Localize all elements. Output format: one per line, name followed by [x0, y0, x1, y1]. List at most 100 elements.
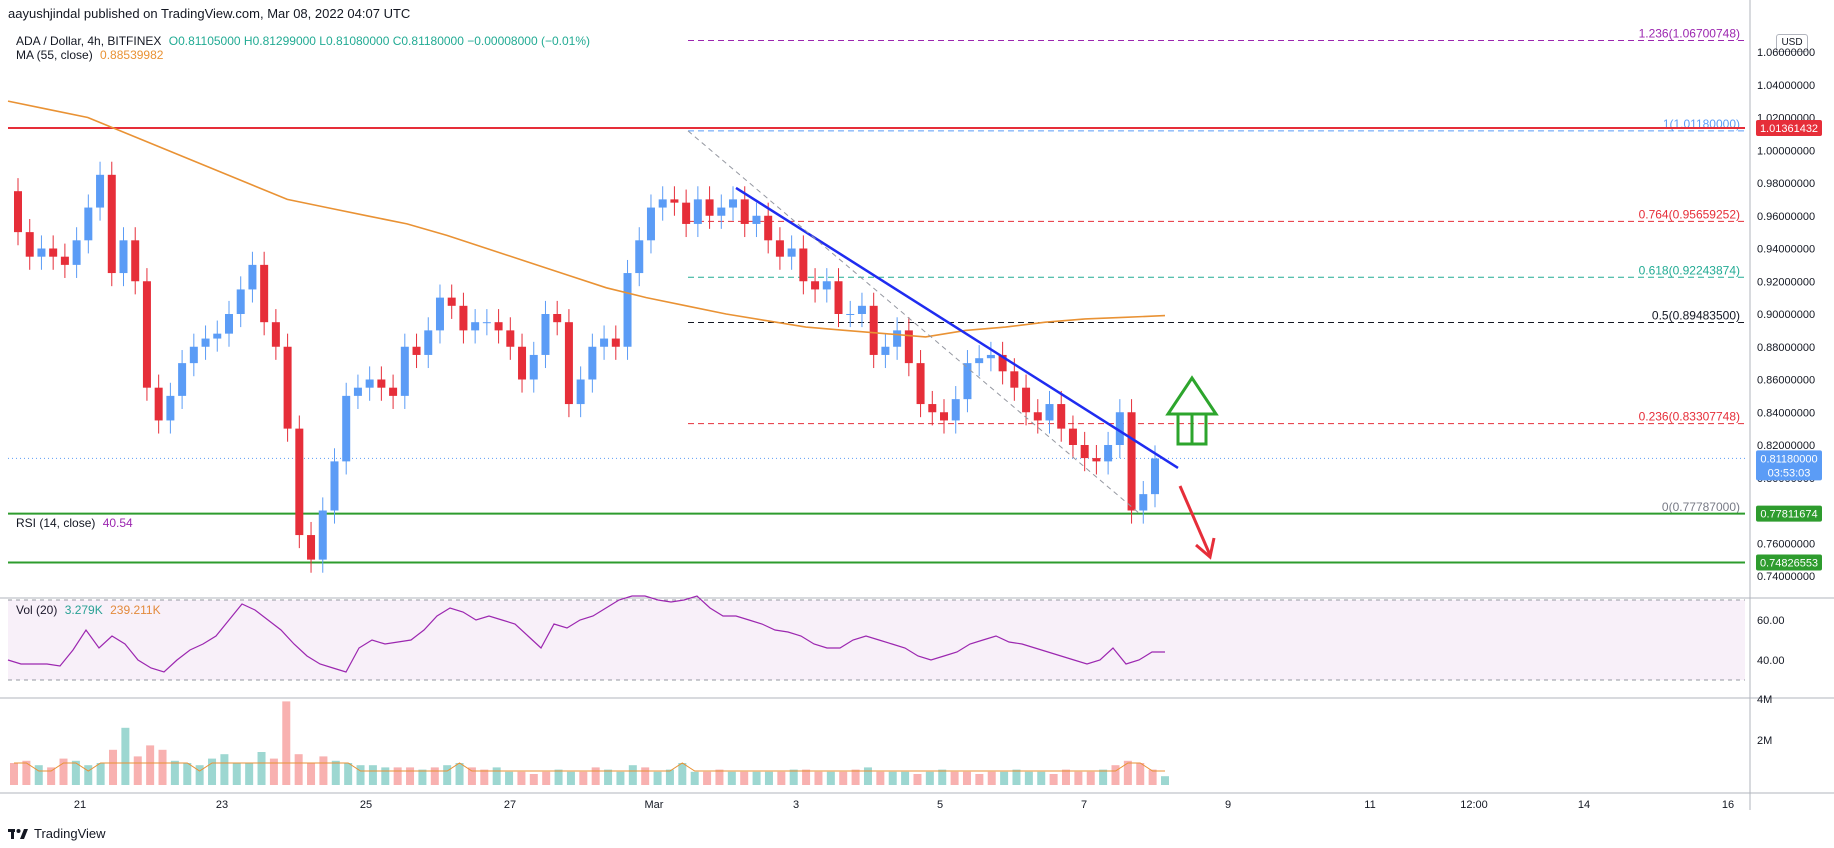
- volume-bar: [566, 771, 575, 785]
- candle-body: [893, 330, 902, 347]
- candle-body: [248, 264, 257, 290]
- candle-body: [658, 199, 667, 208]
- price-pill: [1756, 554, 1822, 571]
- volume-bar: [344, 763, 353, 785]
- vol-value-2: 239.211K: [110, 603, 161, 617]
- vol-label: Vol (20): [16, 603, 58, 617]
- candle-body: [307, 535, 316, 560]
- candle-body: [1092, 458, 1101, 462]
- time-tick-label: 25: [360, 799, 372, 811]
- down-arrow-head: [1195, 537, 1216, 560]
- time-tick-label: 14: [1578, 799, 1590, 811]
- volume-bar: [232, 763, 241, 785]
- symbol-legend: ADA / Dollar, 4h, BITFINEX O0.81105000 H…: [16, 34, 594, 48]
- volume-bar: [71, 760, 80, 785]
- volume-bar: [1024, 771, 1033, 785]
- candle-body: [459, 305, 468, 331]
- candle-body: [623, 273, 632, 347]
- volume-bar: [839, 771, 848, 785]
- volume-bar: [975, 774, 984, 785]
- time-tick-label: 12:00: [1460, 799, 1488, 811]
- fib-level-label: 1.236(1.06700748): [1639, 27, 1740, 41]
- candle-body: [271, 322, 280, 347]
- candle-body: [611, 338, 620, 347]
- candle-body: [799, 248, 808, 282]
- volume-bar: [950, 771, 959, 785]
- candle-body: [635, 240, 644, 274]
- ma-label: MA (55, close): [16, 48, 93, 62]
- volume-bar: [913, 774, 922, 785]
- volume-bar: [628, 765, 637, 785]
- volume-bar: [616, 771, 625, 785]
- candle-body: [904, 330, 913, 364]
- volume-bar: [851, 769, 860, 785]
- rsi-band: [8, 600, 1745, 680]
- candle-body: [588, 346, 597, 380]
- candle-body: [353, 387, 362, 396]
- volume-bar: [752, 771, 761, 785]
- ma-legend: MA (55, close) 0.88539982: [16, 48, 167, 62]
- volume-bar: [665, 769, 674, 785]
- candle-body: [119, 240, 128, 274]
- candle-body: [553, 314, 562, 323]
- time-tick-label: 23: [216, 799, 228, 811]
- candle-body: [869, 305, 878, 355]
- candle-body: [775, 240, 784, 257]
- price-tick-label: 0.98000000: [1757, 178, 1815, 190]
- ma-line: [7, 100, 1166, 338]
- candle-body: [154, 387, 163, 421]
- candle-body: [729, 199, 738, 208]
- candle-body: [682, 202, 691, 224]
- price-tick-label: 0.86000000: [1757, 375, 1815, 387]
- volume-bar: [641, 767, 650, 785]
- candle-body: [518, 346, 527, 380]
- candle-body: [1068, 428, 1077, 445]
- volume-bar: [678, 763, 687, 785]
- candle-body: [693, 199, 702, 224]
- candle-body: [963, 363, 972, 400]
- rsi-tick-label: 60.00: [1757, 615, 1785, 627]
- volume-bar: [294, 754, 303, 785]
- fib-level-label: 0.764(0.95659252): [1639, 207, 1740, 221]
- price-pill: [1756, 450, 1822, 481]
- candle-body: [811, 281, 820, 290]
- candle-body: [365, 379, 374, 388]
- candle-body: [928, 404, 937, 413]
- price-tick-label: 1.06000000: [1757, 47, 1815, 59]
- fib-level-label: 0.5(0.89483500): [1652, 308, 1740, 322]
- candle-body: [834, 281, 843, 314]
- candle-body: [564, 322, 573, 405]
- volume-bar: [1099, 769, 1108, 785]
- currency-badge[interactable]: USD: [1776, 34, 1808, 52]
- tradingview-brand[interactable]: TradingView: [8, 826, 106, 841]
- volume-bar: [109, 749, 118, 785]
- volume-bar: [764, 771, 773, 785]
- volume-bar: [59, 758, 68, 785]
- volume-bar: [183, 763, 192, 785]
- price-tick-label: 0.74000000: [1757, 571, 1815, 583]
- candle-body: [471, 322, 480, 331]
- candle-body: [389, 387, 398, 396]
- volume-bar: [962, 771, 971, 785]
- volume-bar: [1037, 771, 1046, 785]
- volume-bar: [604, 769, 613, 785]
- candle-body: [412, 346, 421, 355]
- volume-bar: [480, 769, 489, 785]
- price-tick-label: 0.94000000: [1757, 244, 1815, 256]
- ma-value: 0.88539982: [100, 48, 164, 62]
- candle-body: [189, 346, 198, 364]
- volume-bar: [1049, 774, 1058, 785]
- price-tick-label: 0.90000000: [1757, 309, 1815, 321]
- volume-bar: [96, 763, 105, 785]
- volume-bar: [1111, 765, 1120, 785]
- volume-bar: [393, 767, 402, 785]
- rsi-value: 40.54: [102, 516, 133, 530]
- volume-bar: [925, 771, 934, 785]
- price-pill-label: 0.81180000: [1760, 453, 1817, 465]
- volume-bar: [888, 771, 897, 785]
- volume-bar: [554, 769, 563, 785]
- candle-body: [986, 354, 995, 359]
- volume-bar: [938, 769, 947, 785]
- symbol-title: ADA / Dollar, 4h, BITFINEX: [16, 34, 162, 48]
